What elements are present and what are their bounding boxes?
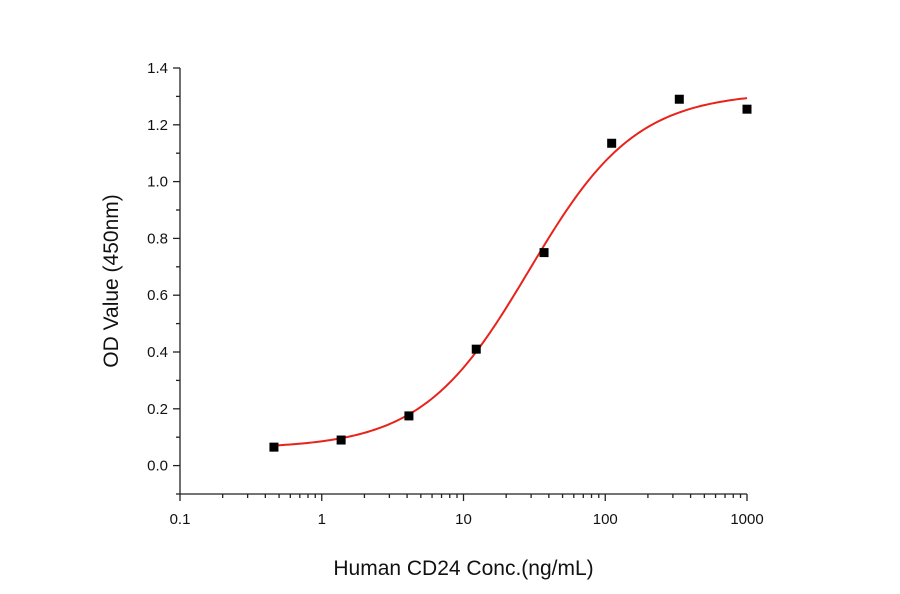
data-point (674, 94, 684, 104)
y-tick-label: 0.0 (147, 458, 168, 475)
data-point (607, 138, 617, 148)
data-point (742, 104, 752, 114)
y-tick-label: 1.4 (147, 60, 168, 77)
y-tick-label: 1.0 (147, 174, 168, 191)
y-tick-label: 0.4 (147, 344, 168, 361)
x-axis-title: Human CD24 Conc.(ng/mL) (333, 557, 593, 580)
y-tick-label: 0.6 (147, 287, 168, 304)
y-tick-label: 1.2 (147, 117, 168, 134)
x-tick-label: 1000 (730, 511, 763, 528)
data-point (539, 248, 549, 258)
data-point (336, 435, 346, 445)
data-point (269, 442, 279, 452)
y-ticks: 0.0 0.2 0.4 0.6 0.8 1.0 1.2 1.4 (147, 60, 180, 495)
y-tick-label: 0.8 (147, 230, 168, 247)
data-points (269, 94, 752, 452)
axes: 0.0 0.2 0.4 0.6 0.8 1.0 1.2 1.4 0.1 1 10 100 1000 (147, 60, 764, 528)
x-tick-label: 10 (455, 511, 472, 528)
fit-curve-line (273, 97, 748, 447)
y-tick-label: 0.2 (147, 401, 168, 418)
x-tick-label: 0.1 (170, 511, 191, 528)
y-axis-title: OD Value (450nm) (100, 194, 123, 368)
x-tick-label: 100 (593, 511, 618, 528)
x-tick-label: 1 (318, 511, 326, 528)
data-point (471, 344, 481, 354)
x-ticks: 0.1 1 10 100 1000 (170, 494, 764, 528)
data-point (404, 411, 414, 421)
